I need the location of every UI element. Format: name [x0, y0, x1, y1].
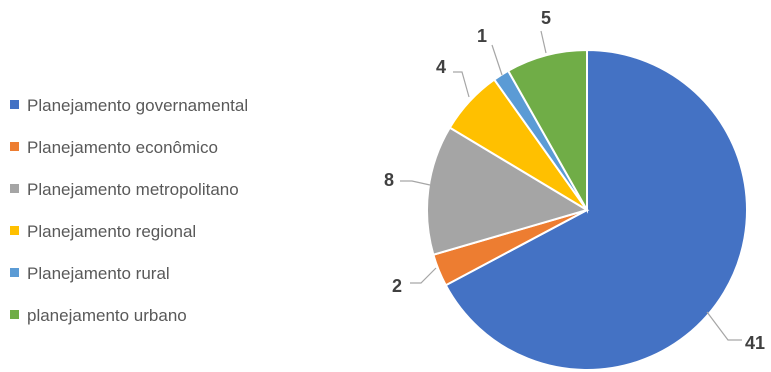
leader-lines: [400, 30, 742, 341]
legend-label-planejamento-regional: Planejamento regional: [27, 222, 196, 241]
data-label-planejamento-regional: 4: [436, 57, 446, 77]
legend-label-planejamento-urbano: planejamento urbano: [27, 306, 187, 325]
legend-swatch-planejamento-governamental: [10, 100, 19, 109]
data-label-planejamento-rural: 1: [477, 26, 487, 46]
pie-slices: [426, 48, 748, 371]
legend: Planejamento governamental Planejamento e…: [10, 96, 248, 325]
legend-label-planejamento-governamental: Planejamento governamental: [27, 96, 248, 115]
legend-label-planejamento-economico: Planejamento econômico: [27, 138, 218, 157]
pie-slice-planejamento-metropolitano: [426, 126, 590, 256]
leader-line-planejamento-regional: [453, 71, 470, 98]
legend-swatch-planejamento-rural: [10, 268, 19, 277]
legend-item-planejamento-rural: Planejamento rural: [10, 264, 170, 283]
leader-line-planejamento-metropolitano: [400, 180, 431, 186]
leader-line-planejamento-urbano: [540, 30, 547, 54]
legend-item-planejamento-urbano: planejamento urbano: [10, 306, 187, 325]
legend-swatch-planejamento-urbano: [10, 310, 19, 319]
leader-line-planejamento-economico: [410, 267, 437, 284]
leader-line-planejamento-governamental: [706, 311, 742, 341]
data-label-planejamento-metropolitano: 8: [384, 170, 394, 190]
data-label-planejamento-urbano: 5: [541, 8, 551, 28]
pie-slice-planejamento-urbano: [506, 48, 588, 214]
legend-item-planejamento-governamental: Planejamento governamental: [10, 96, 248, 115]
legend-swatch-planejamento-economico: [10, 142, 19, 151]
legend-swatch-planejamento-metropolitano: [10, 184, 19, 193]
legend-swatch-planejamento-regional: [10, 226, 19, 235]
data-label-planejamento-governamental: 41: [745, 333, 765, 353]
legend-label-planejamento-rural: Planejamento rural: [27, 264, 170, 283]
legend-label-planejamento-metropolitano: Planejamento metropolitano: [27, 180, 239, 199]
leader-line-planejamento-rural: [491, 44, 503, 76]
legend-item-planejamento-regional: Planejamento regional: [10, 222, 196, 241]
pie-slice-planejamento-governamental: [444, 48, 748, 371]
legend-item-planejamento-metropolitano: Planejamento metropolitano: [10, 180, 239, 199]
data-label-planejamento-economico: 2: [392, 276, 402, 296]
legend-item-planejamento-economico: Planejamento econômico: [10, 138, 218, 157]
